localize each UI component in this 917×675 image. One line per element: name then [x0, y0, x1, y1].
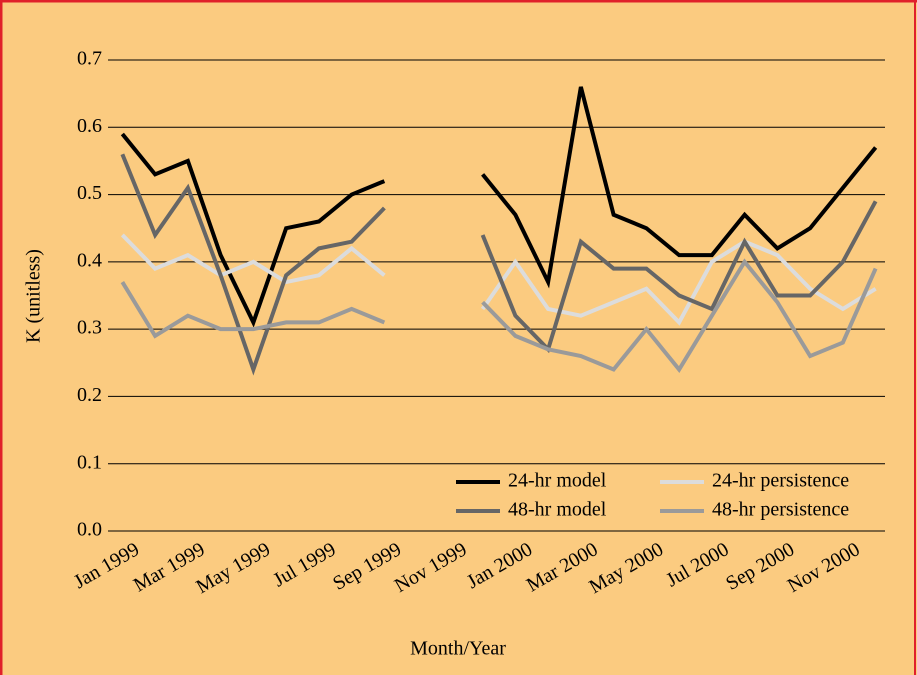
y-tick-label: 0.4 [77, 249, 102, 271]
y-tick-label: 0.3 [77, 317, 102, 339]
series-line [120, 258, 878, 373]
legend-label: 48-hr model [508, 499, 607, 521]
y-tick-label: 0.2 [77, 384, 102, 406]
series-line [120, 86, 878, 328]
legend-label: 24-hr model [508, 470, 607, 492]
series-line [120, 233, 877, 326]
y-axis-label: K (unitless) [23, 249, 45, 343]
legend-label: 48-hr persistence [712, 499, 849, 521]
x-axis-label: Month/Year [410, 638, 506, 660]
y-tick-label: 0.6 [77, 115, 102, 137]
y-tick-label: 0.0 [77, 519, 102, 541]
legend-label: 24-hr persistence [712, 470, 849, 492]
y-tick-label: 0.1 [77, 451, 102, 473]
y-tick-label: 0.5 [77, 182, 102, 204]
y-tick-label: 0.7 [77, 48, 102, 70]
